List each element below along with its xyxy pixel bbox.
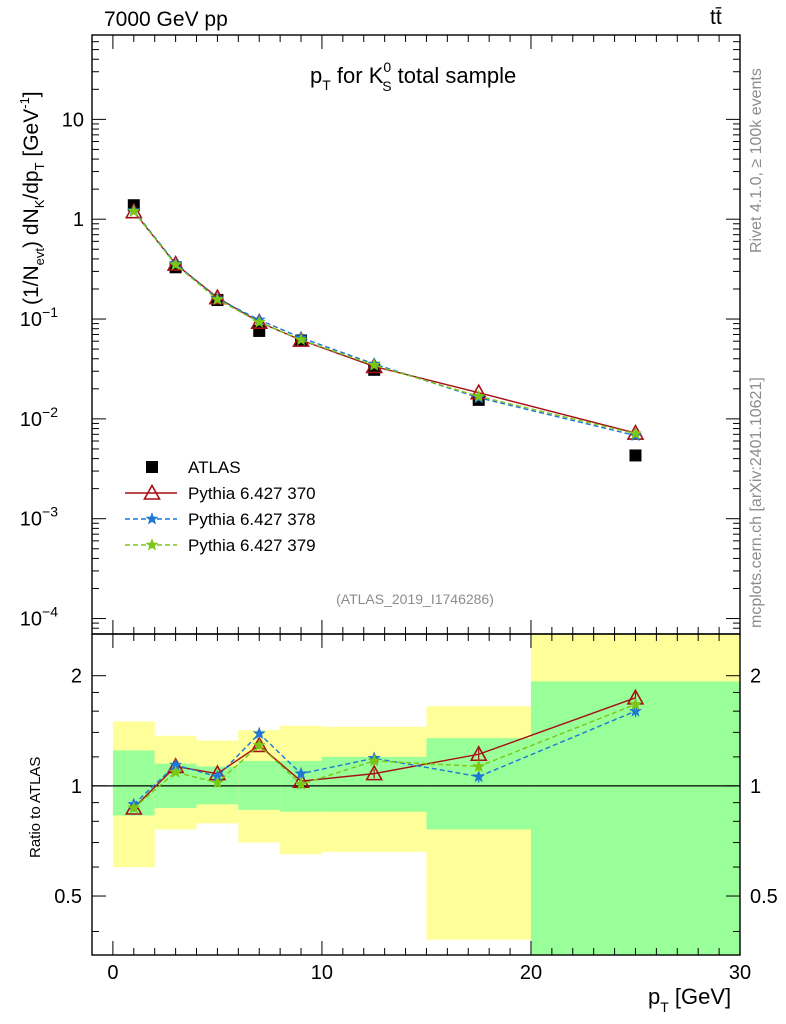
ratio-point-s2-1 (169, 765, 183, 778)
x-axis-label: pT [GeV] (648, 984, 731, 1015)
legend-marker-3 (145, 538, 159, 551)
x-tick-label: 0 (107, 962, 118, 984)
ratio-point-s1-6 (472, 769, 486, 783)
main-ylabel: (1/Nevt) dNK/dpT [GeV-1] (17, 91, 47, 305)
legend-label-2: Pythia 6.427 378 (188, 510, 316, 529)
ratio-plot-frame (91, 633, 741, 956)
main-y-tick-label: 10−4 (20, 604, 58, 631)
legend-entry-0: ATLAS (188, 458, 241, 477)
main-point-s3-6 (472, 389, 486, 402)
main-point-s0-7 (629, 449, 642, 462)
main-point-s3-5 (367, 358, 381, 371)
main-series-line-2 (133, 210, 636, 437)
ratio-point-s2-5 (367, 754, 381, 767)
ratio-y-tick-label-right: 1 (750, 776, 761, 798)
main-y-tick-label: 10−1 (20, 304, 58, 331)
main-point-s3-1 (169, 257, 183, 271)
ratio-point-s2-6 (472, 759, 486, 772)
main-y-tick-labels: 10 1 10−1 10−2 10−3 10−4 (20, 109, 84, 630)
legend-marker-0 (146, 461, 158, 473)
legend-label-3: Pythia 6.427 379 (188, 536, 316, 555)
mcplots-label: mcplots.cern.ch [arXiv:2401.10621] (748, 377, 765, 628)
main-y-tick-label: 1 (73, 209, 84, 231)
main-point-s3-2 (210, 292, 224, 306)
ratio-point-s2-3 (252, 738, 266, 751)
ratio-point-s2-2 (210, 775, 224, 789)
main-point-s3-3 (252, 315, 266, 328)
ratio-y-tick-label-left: 0.5 (54, 886, 82, 908)
main-point-s3-4 (294, 332, 308, 346)
ratio-y-tick-label-right: 0.5 (750, 886, 778, 908)
main-y-tick-label: 10 (62, 109, 84, 131)
ratio-point-s2-0 (127, 801, 141, 814)
ratio-series-line-1 (133, 710, 636, 805)
ratio-y-tick-label-left: 2 (71, 666, 82, 688)
main-point-s3-0 (127, 204, 141, 217)
collision-label: 7000 GeV pp (104, 8, 228, 31)
ratio-point-s2-7 (628, 697, 643, 710)
main-series-line-3 (133, 210, 636, 435)
legend-marker-1 (143, 483, 161, 500)
ratio-ylabel: Ratio to ATLAS (27, 757, 44, 858)
ratio-point-s1-3 (252, 726, 266, 740)
legend-entry-1: Pythia 6.427 370 (125, 484, 316, 503)
main-point-s0-3 (253, 324, 266, 337)
main-y-tick-label: 10−3 (20, 504, 58, 531)
x-tick-label: 10 (311, 962, 333, 984)
main-series-line-1 (133, 211, 636, 434)
process-label: tt̄ (710, 6, 722, 29)
ratio-band-inner-7 (530, 681, 740, 955)
x-tick-label: 20 (520, 962, 542, 984)
ratio-point-s2-4 (294, 777, 308, 790)
ratio-point-s1-4 (294, 766, 308, 780)
main-y-tick-label: 10−2 (20, 404, 58, 431)
legend-marker-2 (145, 512, 159, 525)
legend-label-1: Pythia 6.427 370 (188, 484, 316, 503)
legend-label-0: ATLAS (188, 458, 241, 477)
ratio-y-tick-label-left: 1 (71, 776, 82, 798)
x-tick-label: 30 (729, 962, 751, 984)
ratio-y-tick-label-right: 2 (750, 666, 761, 688)
main-point-s3-7 (628, 426, 643, 440)
ratio-point-s0-5 (365, 764, 384, 781)
rivet-label: Rivet 4.1.0, ≥ 100k events (748, 68, 765, 253)
ratio-point-s1-7 (628, 704, 643, 717)
analysis-label: (ATLAS_2019_I1746286) (336, 591, 494, 607)
plot-title: pT for K0 S total sample (310, 59, 516, 94)
